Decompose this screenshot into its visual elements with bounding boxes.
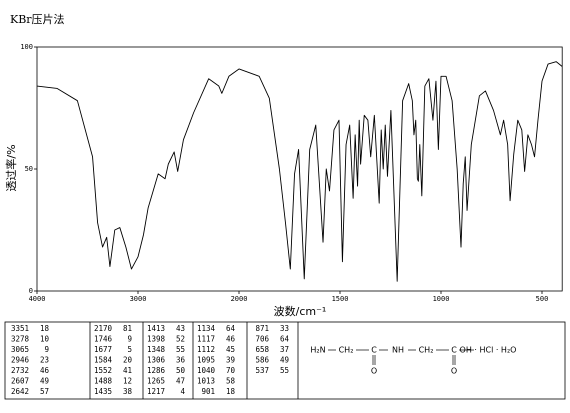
peak-transmittance: 50	[176, 366, 186, 375]
peak-transmittance: 64	[226, 324, 236, 333]
peak-wavenumber: 1134	[197, 324, 216, 333]
peak-transmittance: 46	[226, 335, 236, 344]
peak-wavenumber: 1677	[94, 345, 112, 354]
peak-transmittance: 10	[40, 335, 50, 344]
peak-wavenumber: 3065	[11, 345, 29, 354]
peak-transmittance: 12	[123, 377, 132, 386]
peak-transmittance: 49	[280, 356, 289, 365]
peak-transmittance: 57	[40, 387, 49, 396]
peak-wavenumber: 3351	[11, 324, 29, 333]
peak-transmittance: 39	[226, 356, 235, 365]
peak-wavenumber: 2642	[11, 387, 29, 396]
peak-transmittance: 9	[44, 345, 49, 354]
peak-transmittance: 49	[40, 377, 49, 386]
x-tick-label: 3000	[130, 295, 147, 303]
formula-carbonyl: O	[371, 367, 377, 376]
peak-transmittance: 81	[123, 324, 132, 333]
peak-transmittance: 36	[176, 356, 186, 365]
peak-transmittance: 64	[280, 335, 290, 344]
peak-wavenumber: 1398	[147, 335, 166, 344]
peak-wavenumber: 3278	[11, 335, 30, 344]
peak-wavenumber: 1306	[147, 356, 166, 365]
formula-group: C	[451, 346, 457, 355]
peak-wavenumber: 1746	[94, 335, 113, 344]
peak-wavenumber: 1488	[94, 377, 113, 386]
peak-transmittance: 43	[176, 324, 185, 333]
peak-wavenumber: 1348	[147, 345, 166, 354]
peak-wavenumber: 2732	[11, 366, 29, 375]
x-tick-label: 1500	[332, 295, 349, 303]
peak-wavenumber: 901	[201, 387, 215, 396]
peak-transmittance: 70	[226, 366, 236, 375]
peak-wavenumber: 1413	[147, 324, 165, 333]
peak-transmittance: 9	[127, 335, 132, 344]
peak-transmittance: 55	[176, 345, 185, 354]
peak-transmittance: 45	[226, 345, 235, 354]
peak-transmittance: 5	[127, 345, 132, 354]
peak-wavenumber: 1584	[94, 356, 113, 365]
peak-transmittance: 20	[123, 356, 133, 365]
peak-transmittance: 58	[226, 377, 236, 386]
peak-transmittance: 47	[176, 377, 185, 386]
peak-table-frame	[4, 321, 566, 400]
formula-carbonyl: O	[451, 367, 457, 376]
y-tick-label: 100	[20, 43, 33, 51]
peak-wavenumber: 1013	[197, 377, 215, 386]
x-axis-label: 波数/cm⁻¹	[274, 305, 327, 318]
peak-wavenumber: 2170	[94, 324, 113, 333]
peak-wavenumber: 1552	[94, 366, 112, 375]
formula-group: C	[371, 346, 377, 355]
y-axis-label: 透过率/%	[4, 144, 18, 191]
peak-transmittance: 52	[176, 335, 185, 344]
peak-transmittance: 18	[226, 387, 236, 396]
x-tick-label: 2000	[231, 295, 248, 303]
peak-transmittance: 4	[180, 387, 185, 396]
formula-group: CH₂	[339, 346, 354, 355]
peak-wavenumber: 2607	[11, 377, 29, 386]
peak-wavenumber: 706	[255, 335, 269, 344]
peak-wavenumber: 1095	[197, 356, 215, 365]
formula-group: NH	[392, 346, 404, 355]
spectrum-line	[36, 61, 563, 282]
formula-group: OH · HCl · H₂O	[460, 346, 517, 355]
x-tick-label: 500	[536, 295, 549, 303]
peak-transmittance: 41	[123, 366, 132, 375]
formula-group: H₂N	[310, 346, 325, 355]
peak-transmittance: 23	[40, 356, 49, 365]
chart-title: KBr压片法	[10, 12, 65, 26]
peak-wavenumber: 537	[255, 366, 269, 375]
peak-transmittance: 33	[280, 324, 289, 333]
peak-wavenumber: 1435	[94, 387, 112, 396]
peak-wavenumber: 1040	[197, 366, 216, 375]
x-tick-label: 1000	[433, 295, 450, 303]
peak-wavenumber: 586	[255, 356, 269, 365]
formula-group: CH₂	[419, 346, 434, 355]
peak-wavenumber: 1265	[147, 377, 165, 386]
peak-transmittance: 18	[40, 324, 50, 333]
peak-wavenumber: 1117	[197, 335, 215, 344]
peak-transmittance: 46	[40, 366, 50, 375]
peak-wavenumber: 658	[255, 345, 269, 354]
y-tick-label: 50	[25, 165, 33, 173]
peak-wavenumber: 2946	[11, 356, 30, 365]
peak-wavenumber: 1112	[197, 345, 215, 354]
peak-transmittance: 55	[280, 366, 289, 375]
x-tick-label: 4000	[29, 295, 46, 303]
peak-wavenumber: 1217	[147, 387, 165, 396]
y-tick-label: 0	[29, 287, 33, 295]
peak-wavenumber: 871	[255, 324, 269, 333]
peak-wavenumber: 1286	[147, 366, 166, 375]
peak-transmittance: 38	[123, 387, 133, 396]
peak-transmittance: 37	[280, 345, 289, 354]
